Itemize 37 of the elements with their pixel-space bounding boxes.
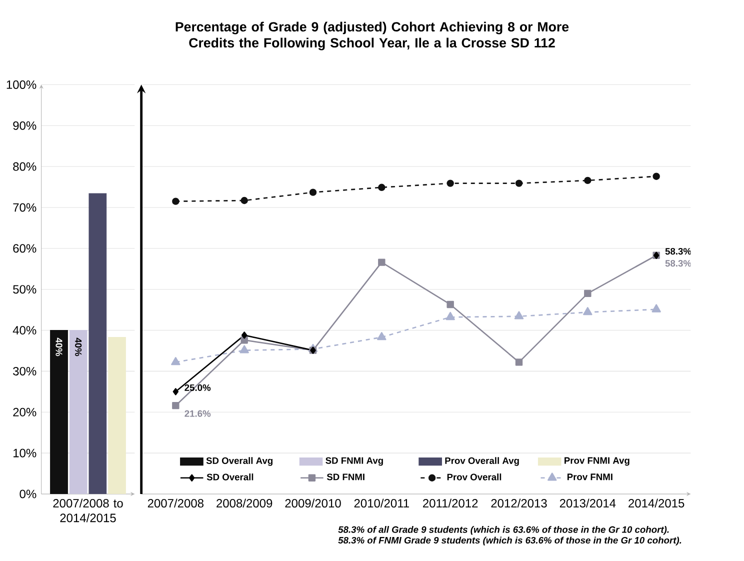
legend-label: Prov Overall Avg — [445, 456, 519, 466]
legend-label: SD FNMI Avg — [326, 457, 383, 466]
y-tick-label: 90% — [13, 121, 36, 130]
y-tick-label: 70% — [13, 203, 36, 212]
y-tick-label: 80% — [13, 162, 36, 171]
legend-label: SD Overall — [206, 473, 254, 480]
x-tick-label: 2009/2010 — [285, 498, 341, 508]
y-tick-label: 0% — [20, 490, 36, 498]
x-tick-label: 2010/2011 — [354, 498, 409, 508]
y-tick-label: 10% — [14, 448, 36, 458]
y-tick-label: 100% — [6, 80, 36, 89]
y-tick-label: 20% — [13, 408, 36, 416]
x-tick-label: 2014/2015 — [628, 498, 684, 508]
data-label: 58.3% — [665, 260, 692, 267]
legend-label: Prov FNMI Avg — [564, 457, 630, 466]
data-label: 58.3% — [665, 248, 692, 255]
x-tick-label: 2011/2012 — [423, 498, 478, 508]
y-tick-label: 30% — [13, 366, 36, 376]
legend-label: SD Overall Avg — [206, 456, 273, 466]
text: 58.3% of all Grade 9 students (which is 63.6% of those in the Gr 10 cohort). — [338, 526, 669, 535]
data-label: 40% — [56, 338, 62, 356]
data-label: 25.0% — [184, 384, 211, 391]
x-tick-label: 2012/2013 — [491, 498, 547, 508]
text: 58.3% of FNMI Grade 9 students (which is 63.6% of those in the Gr 10 cohort). — [338, 536, 682, 546]
y-tick-label: 40% — [12, 326, 36, 334]
x-tick-label: 2007/2008 — [148, 498, 204, 508]
x-tick-label: 2008/2009 — [216, 498, 272, 508]
y-tick-label: 50% — [13, 284, 36, 294]
legend-label: Prov Overall — [447, 473, 502, 480]
legend-label: SD FNMI — [326, 473, 364, 480]
legend-label: Prov FNMI — [567, 474, 612, 480]
x-tick-label: 2007/2008 to 2014/2015 — [53, 498, 123, 522]
x-tick-label: 2013/2014 — [560, 498, 616, 508]
y-tick-label: 60% — [13, 244, 36, 252]
data-label: 21.6% — [184, 410, 211, 417]
data-label: 40% — [75, 338, 82, 356]
chart-title: Percentage of Grade 9 (adjusted) Cohort Achieving 8 or More Credits the Following School Year, Ile a la Crosse SD 112 — [176, 22, 569, 50]
